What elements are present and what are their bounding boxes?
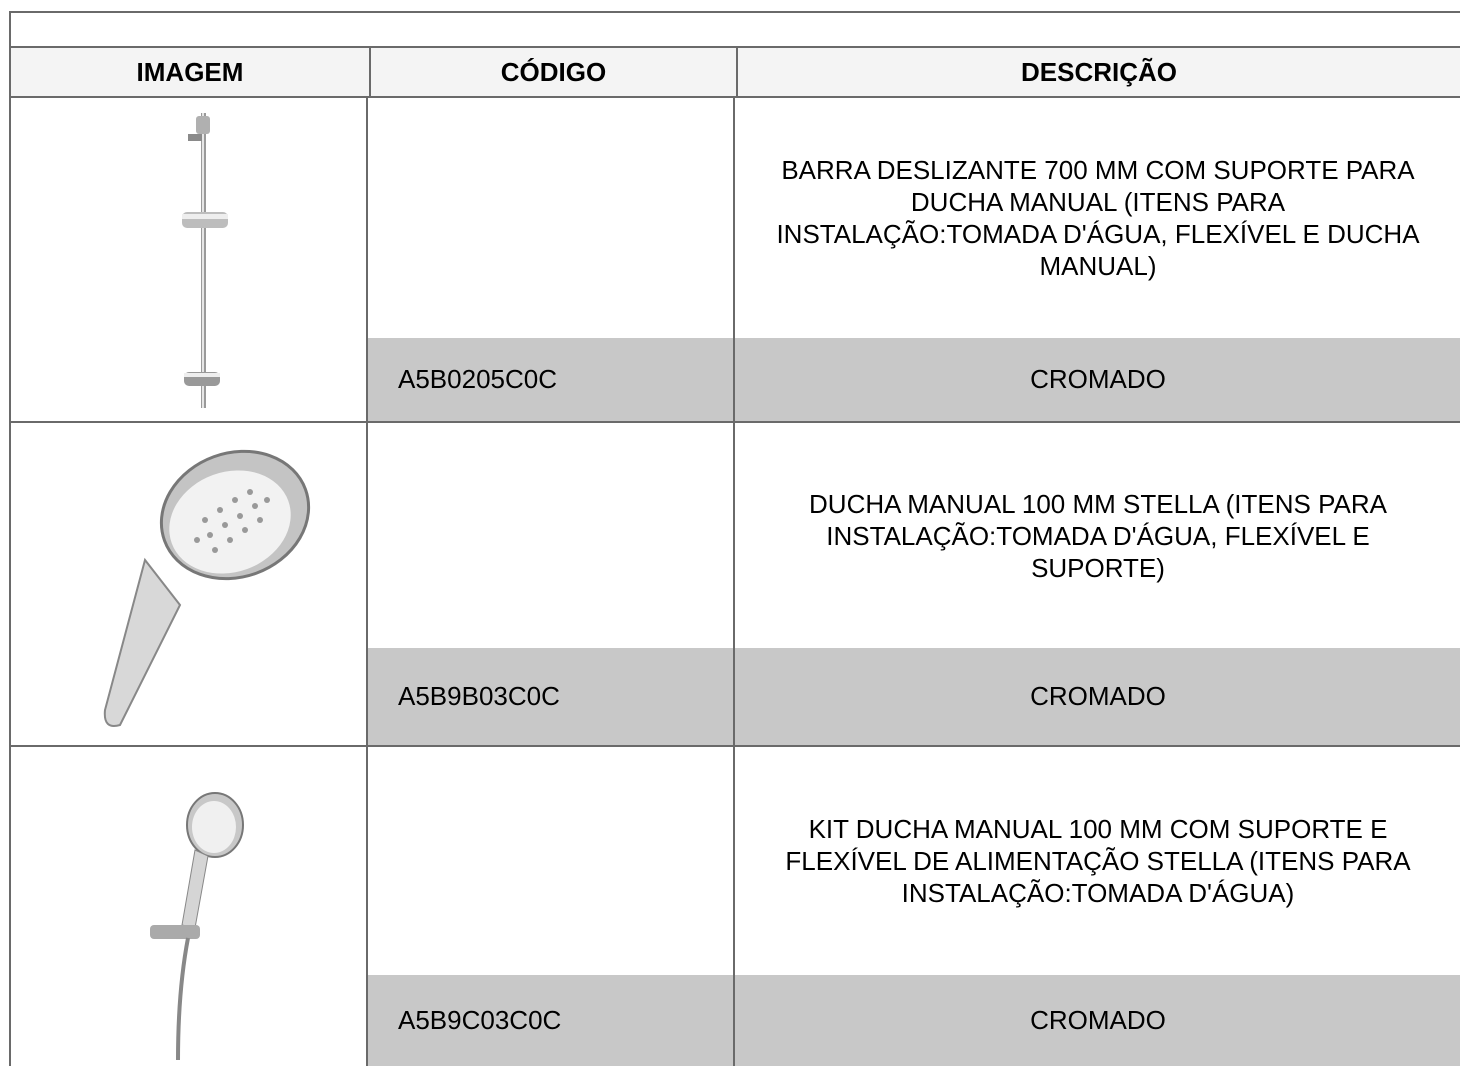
border (736, 47, 738, 97)
border (9, 11, 11, 1066)
finish: CROMADO (736, 338, 1460, 421)
border (366, 98, 368, 421)
border (10, 46, 1460, 48)
header-cell: IMAGEM (11, 47, 369, 97)
border (733, 423, 735, 745)
border (10, 745, 1460, 747)
border (369, 47, 371, 97)
product-image (182, 113, 228, 408)
border (10, 11, 1460, 13)
border (10, 421, 1460, 423)
description: DUCHA MANUAL 100 MM STELLA (ITENS PARA I… (809, 488, 1387, 583)
code: A5B9B03C0C (368, 648, 736, 745)
border (733, 747, 735, 1066)
code: A5B9C03C0C (368, 975, 736, 1066)
product-image (103, 449, 311, 727)
border (366, 747, 368, 1066)
description: KIT DUCHA MANUAL 100 MM COM SUPORTE E FL… (785, 814, 1411, 908)
border (733, 98, 735, 421)
product-image (150, 792, 244, 1060)
code: A5B0205C0C (368, 338, 736, 421)
finish: CROMADO (736, 975, 1460, 1066)
finish: CROMADO (736, 648, 1460, 745)
border (10, 96, 1460, 98)
border (366, 423, 368, 745)
header-cell: CÓDIGO (371, 47, 736, 97)
header-cell: DESCRIÇÃO (738, 47, 1460, 97)
description: BARRA DESLIZANTE 700 MM COM SUPORTE PARA… (776, 155, 1420, 281)
